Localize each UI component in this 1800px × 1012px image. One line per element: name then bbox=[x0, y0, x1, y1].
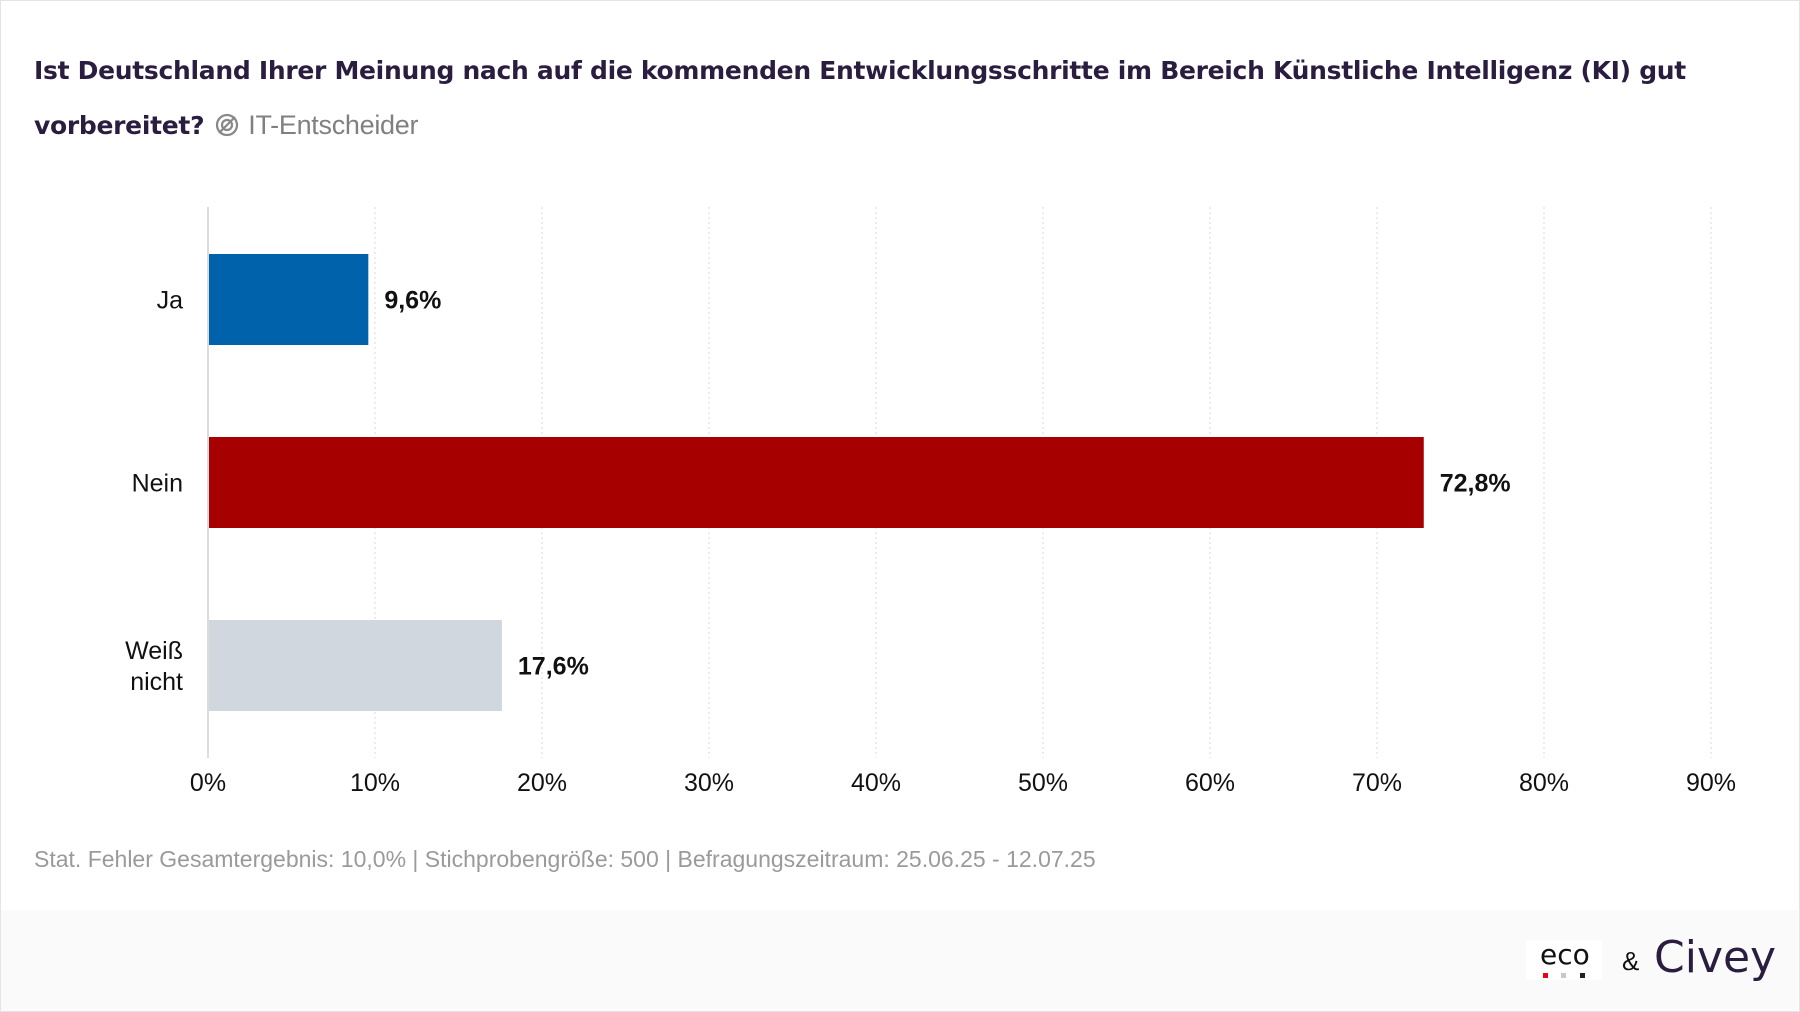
civey-logo: Civey bbox=[1654, 932, 1777, 983]
bar-weiß-nicht bbox=[209, 620, 502, 711]
bar-ja bbox=[209, 254, 369, 345]
value-label: 72,8% bbox=[1440, 470, 1511, 498]
ampersand: & bbox=[1622, 946, 1640, 976]
subtitle: IT-Entscheider bbox=[248, 110, 419, 140]
x-tick-label: 70% bbox=[1352, 769, 1402, 797]
chart-title: Ist Deutschland Ihrer Meinung nach auf d… bbox=[34, 44, 1734, 157]
value-label: 17,6% bbox=[518, 653, 589, 681]
x-tick-label: 30% bbox=[684, 769, 734, 797]
bar-nein bbox=[209, 437, 1424, 528]
x-tick-label: 0% bbox=[190, 769, 226, 797]
category-label: Ja bbox=[157, 287, 184, 315]
eco-logo: eco bbox=[1526, 940, 1602, 980]
x-tick-label: 10% bbox=[350, 769, 400, 797]
value-label: 9,6% bbox=[384, 287, 441, 315]
x-tick-label: 80% bbox=[1519, 769, 1569, 797]
x-tick-label: 20% bbox=[517, 769, 567, 797]
title-text: Ist Deutschland Ihrer Meinung nach auf d… bbox=[34, 56, 1686, 140]
x-tick-label: 50% bbox=[1018, 769, 1068, 797]
category-label: Nein bbox=[132, 470, 183, 498]
x-tick-label: 90% bbox=[1686, 769, 1736, 797]
footer-band bbox=[1, 910, 1798, 1011]
x-tick-label: 40% bbox=[851, 769, 901, 797]
category-label: Weiß bbox=[125, 637, 183, 665]
footnote: Stat. Fehler Gesamtergebnis: 10,0% | Sti… bbox=[34, 846, 1096, 872]
segment-icon bbox=[214, 103, 240, 157]
x-tick-label: 60% bbox=[1185, 769, 1235, 797]
category-label: nicht bbox=[130, 668, 183, 696]
bar-chart: 0% 10% 20% 30% 40% 50% 60% 70% 80% 90% 9,6% Ja 72,8%… bbox=[125, 207, 1736, 797]
